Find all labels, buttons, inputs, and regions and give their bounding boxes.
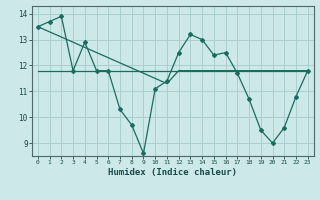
X-axis label: Humidex (Indice chaleur): Humidex (Indice chaleur) bbox=[108, 168, 237, 177]
